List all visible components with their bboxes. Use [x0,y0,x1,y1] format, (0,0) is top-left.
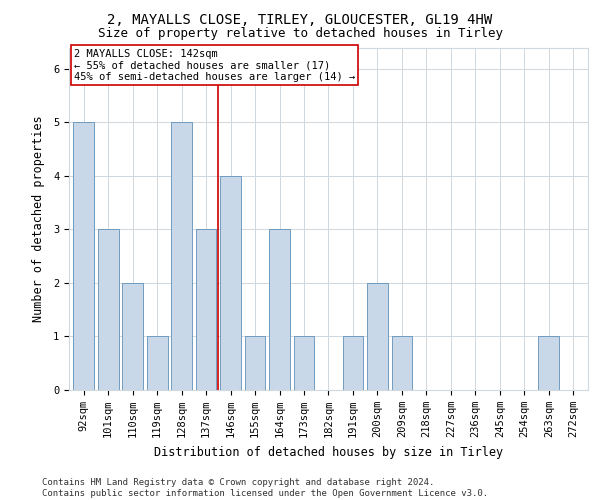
Text: 2, MAYALLS CLOSE, TIRLEY, GLOUCESTER, GL19 4HW: 2, MAYALLS CLOSE, TIRLEY, GLOUCESTER, GL… [107,12,493,26]
Bar [538,336,559,390]
Bar [392,336,412,390]
X-axis label: Distribution of detached houses by size in Tirley: Distribution of detached houses by size … [154,446,503,458]
Bar [98,230,119,390]
Y-axis label: Number of detached properties: Number of detached properties [32,116,44,322]
Bar [196,230,217,390]
Bar [147,336,167,390]
Bar [122,283,143,390]
Text: Contains HM Land Registry data © Crown copyright and database right 2024.
Contai: Contains HM Land Registry data © Crown c… [42,478,488,498]
Bar [245,336,265,390]
Bar [73,122,94,390]
Bar [269,230,290,390]
Text: 2 MAYALLS CLOSE: 142sqm
← 55% of detached houses are smaller (17)
45% of semi-de: 2 MAYALLS CLOSE: 142sqm ← 55% of detache… [74,48,355,82]
Bar [220,176,241,390]
Bar [293,336,314,390]
Bar [367,283,388,390]
Bar [343,336,364,390]
Text: Size of property relative to detached houses in Tirley: Size of property relative to detached ho… [97,28,503,40]
Bar [171,122,192,390]
